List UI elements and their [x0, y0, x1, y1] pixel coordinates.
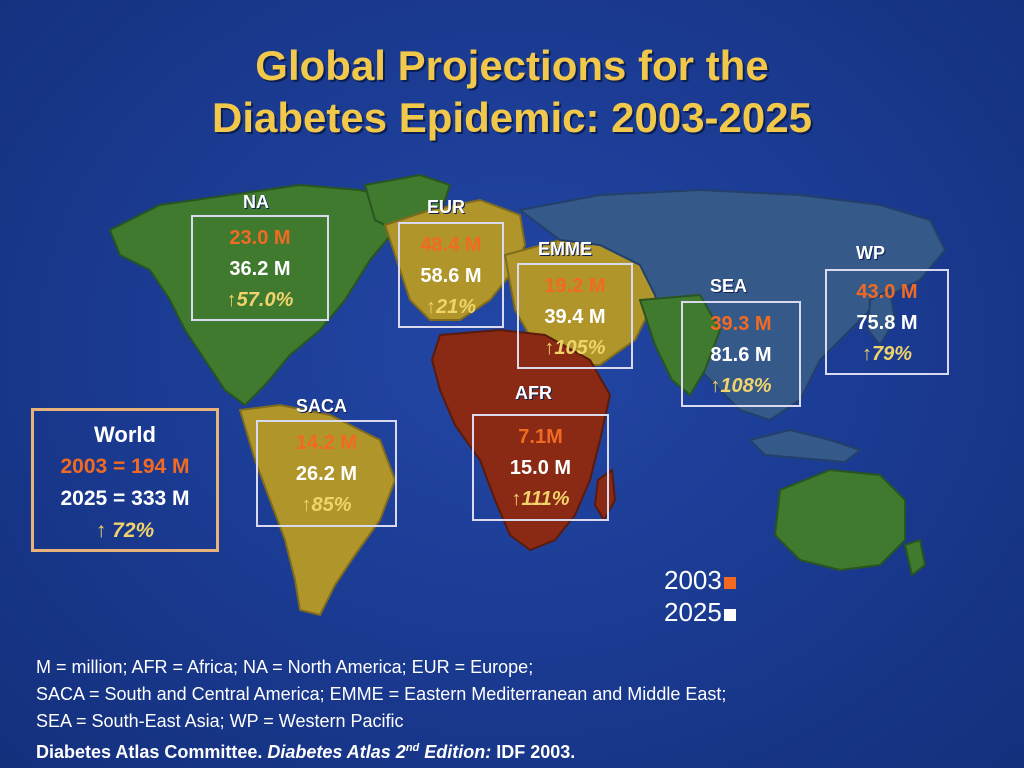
- title-line-1: Global Projections for the: [255, 42, 769, 89]
- footnote-line-3: SEA = South-East Asia; WP = Western Paci…: [36, 711, 404, 731]
- region-box-afr: 7.1M 15.0 M ↑111%: [472, 414, 609, 521]
- citation-title: Diabetes Atlas 2: [267, 742, 406, 762]
- region-shape-asia: [517, 188, 947, 422]
- region-label-saca: SACA: [296, 396, 348, 416]
- legend-swatch-2003: [723, 577, 736, 589]
- region-shape-new-zealand: [903, 538, 927, 577]
- region-wp-2025: 75.8 M: [856, 312, 918, 334]
- region-box-emme: 19.2 M 39.4 M ↑105%: [517, 263, 633, 369]
- region-eur-2003: 48.4 M: [420, 234, 482, 256]
- citation-authors: Diabetes Atlas Committee.: [36, 742, 268, 762]
- region-label-emme: EMME: [538, 239, 592, 259]
- region-emme-2003: 19.2 M: [544, 275, 606, 297]
- region-emme-2025: 39.4 M: [544, 306, 606, 328]
- region-shape-india: [638, 293, 722, 397]
- world-2025: 2025 = 333 M: [60, 487, 190, 510]
- region-shape-japan: [866, 288, 897, 347]
- citation-publisher: IDF 2003.: [491, 742, 576, 762]
- region-na-2025: 36.2 M: [229, 258, 291, 280]
- region-box-saca: 14.2 M 26.2 M ↑85%: [256, 420, 397, 527]
- region-na-change: ↑57.0%: [226, 289, 294, 311]
- region-shape-indonesia: [748, 428, 863, 464]
- region-box-eur: 48.4 M 58.6 M ↑21%: [398, 222, 504, 328]
- legend-item-2025: 2025: [664, 596, 736, 628]
- footnote-line-1: M = million; AFR = Africa; NA = North Am…: [36, 657, 534, 677]
- region-sea-2025: 81.6 M: [710, 344, 772, 366]
- region-na-2003: 23.0 M: [229, 227, 291, 249]
- region-shape-australia: [773, 468, 906, 572]
- citation: Diabetes Atlas Committee. Diabetes Atlas…: [36, 735, 726, 766]
- region-shape-saca: [238, 403, 397, 617]
- citation-superscript: nd: [405, 742, 420, 754]
- region-afr-change: ↑111%: [511, 488, 570, 510]
- legend-item-2003: 2003: [664, 564, 736, 596]
- world-title: World: [94, 422, 156, 447]
- footnote-line-2: SACA = South and Central America; EMME =…: [36, 684, 727, 704]
- region-eur-2025: 58.6 M: [420, 265, 482, 287]
- region-label-na: NA: [243, 192, 269, 212]
- legend-label-2003: 2003: [664, 565, 722, 595]
- citation-title-rest: Edition:: [419, 742, 492, 762]
- region-label-sea: SEA: [710, 276, 748, 296]
- region-emme-change: ↑105%: [544, 337, 606, 359]
- region-shape-afr: [430, 328, 612, 552]
- region-wp-change: ↑79%: [861, 343, 913, 365]
- world-2003: 2003 = 194 M: [60, 455, 190, 478]
- title-line-2: Diabetes Epidemic: 2003-2025: [212, 94, 812, 141]
- region-saca-2003: 14.2 M: [295, 432, 358, 454]
- region-afr-2025: 15.0 M: [509, 457, 572, 479]
- region-afr-2003: 7.1M: [518, 426, 563, 448]
- region-label-eur: EUR: [427, 197, 466, 217]
- region-box-sea: 39.3 M 81.6 M ↑108%: [681, 301, 801, 407]
- region-saca-change: ↑85%: [301, 494, 352, 516]
- region-shape-eur: [383, 198, 527, 321]
- region-box-wp: 43.0 M 75.8 M ↑79%: [825, 269, 949, 375]
- region-sea-change: ↑108%: [710, 375, 772, 397]
- region-wp-2003: 43.0 M: [856, 281, 918, 303]
- world-summary-box: World 2003 = 194 M 2025 = 333 M ↑ 72%: [31, 408, 219, 552]
- region-sea-2003: 39.3 M: [710, 313, 772, 335]
- region-saca-2025: 26.2 M: [295, 463, 358, 485]
- world-change: ↑ 72%: [95, 519, 155, 542]
- slide-title: Global Projections for the Diabetes Epid…: [0, 40, 1024, 144]
- region-shape-madagascar: [593, 468, 617, 523]
- region-box-na: 23.0 M 36.2 M ↑57.0%: [191, 215, 329, 321]
- region-label-afr: AFR: [515, 383, 552, 403]
- region-label-wp: WP: [856, 243, 885, 263]
- footnote: M = million; AFR = Africa; NA = North Am…: [36, 654, 726, 766]
- legend: 2003 2025: [664, 564, 736, 628]
- legend-label-2025: 2025: [664, 597, 722, 627]
- region-eur-change: ↑21%: [425, 296, 477, 318]
- legend-swatch-2025: [723, 609, 736, 621]
